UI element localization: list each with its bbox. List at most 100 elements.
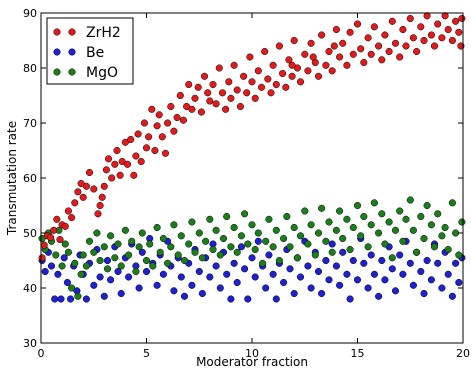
data-point-zrh2-44 [161, 149, 170, 157]
data-point-zrh2-31 [127, 135, 135, 144]
data-point-zrh2-18 [94, 210, 102, 218]
data-point-zrh2-50 [179, 116, 187, 124]
data-point-mgo-35 [156, 248, 164, 256]
data-point-zrh2-45 [164, 119, 172, 127]
axis-ticks-layer: 0 5 10 15 20 30 40 50 60 70 80 90 [23, 7, 470, 360]
data-point-be-109 [417, 267, 425, 276]
data-point-zrh2-60 [209, 80, 217, 89]
data-point-mgo-112 [427, 221, 435, 229]
data-point-be-89 [346, 295, 354, 303]
data-point-zrh2-25 [111, 160, 119, 168]
data-point-zrh2-86 [288, 72, 296, 80]
data-point-mgo-44 [188, 218, 196, 226]
data-point-mgo-49 [206, 215, 214, 223]
data-point-mgo-36 [159, 234, 167, 243]
data-point-zrh2-102 [343, 61, 351, 69]
data-point-zrh2-36 [140, 119, 148, 127]
data-point-mgo-109 [417, 212, 425, 221]
data-point-zrh2-57 [200, 72, 209, 80]
data-point-zrh2-116 [391, 39, 400, 47]
data-point-mgo-37 [164, 259, 172, 267]
data-point-be-93 [360, 259, 368, 267]
data-point-zrh2-37 [142, 144, 151, 152]
data-point-mgo-113 [430, 243, 439, 251]
data-point-mgo-118 [448, 199, 456, 207]
legend-label-mgo: MgO [86, 65, 118, 81]
data-point-mgo-19 [100, 243, 108, 251]
data-point-be-66 [265, 251, 273, 259]
data-point-mgo-98 [378, 210, 386, 218]
data-point-zrh2-32 [130, 171, 138, 179]
data-point-be-102 [391, 287, 400, 295]
data-point-zrh2-69 [236, 102, 244, 111]
data-point-be-7 [60, 254, 68, 262]
data-point-mgo-34 [153, 223, 161, 232]
data-point-zrh2-70 [240, 72, 248, 80]
data-point-zrh2-63 [218, 89, 227, 97]
data-point-mgo-29 [135, 243, 143, 251]
data-point-mgo-23 [114, 240, 122, 248]
data-point-be-41 [177, 273, 185, 281]
data-point-zrh2-38 [145, 133, 153, 141]
data-point-be-1 [41, 267, 49, 276]
data-point-zrh2-114 [385, 47, 393, 56]
data-point-mgo-47 [198, 254, 206, 262]
data-point-zrh2-84 [282, 83, 290, 91]
data-point-zrh2-66 [227, 94, 235, 102]
data-point-mgo-52 [216, 251, 224, 259]
data-point-zrh2-99 [332, 25, 340, 34]
data-point-mgo-75 [296, 232, 305, 240]
data-point-mgo-38 [167, 243, 175, 251]
data-point-zrh2-5 [53, 215, 61, 223]
data-point-mgo-11 [74, 292, 82, 300]
data-point-zrh2-26 [113, 146, 121, 155]
data-point-mgo-102 [391, 226, 400, 234]
data-point-zrh2-24 [108, 174, 116, 182]
data-point-zrh2-138 [309, 53, 317, 61]
data-point-zrh2-121 [409, 34, 417, 42]
data-point-zrh2-68 [233, 86, 241, 94]
data-point-mgo-4 [52, 251, 60, 259]
data-point-mgo-119 [452, 229, 460, 237]
data-point-zrh2-119 [402, 42, 410, 50]
data-point-mgo-9 [68, 284, 76, 292]
data-point-zrh2-100 [336, 53, 344, 61]
data-point-zrh2-107 [360, 58, 368, 67]
legend-label-be: Be [86, 45, 104, 61]
data-point-zrh2-106 [357, 45, 365, 53]
x-tick-label: 10 [245, 347, 259, 360]
data-point-mgo-55 [227, 243, 235, 251]
data-point-mgo-32 [146, 240, 154, 248]
data-point-mgo-40 [174, 251, 182, 259]
data-point-mgo-16 [90, 248, 98, 256]
data-point-zrh2-47 [170, 127, 178, 135]
data-point-mgo-39 [170, 221, 178, 229]
data-point-mgo-88 [343, 215, 351, 223]
y-tick-label: 60 [23, 172, 37, 185]
data-point-zrh2-52 [185, 80, 193, 89]
data-point-mgo-85 [332, 226, 340, 234]
data-point-zrh2-81 [272, 80, 280, 89]
data-point-mgo-27 [128, 237, 136, 245]
data-point-be-61 [248, 254, 256, 262]
data-point-zrh2-15 [82, 182, 90, 190]
data-point-be-83 [325, 276, 333, 284]
data-point-be-95 [367, 251, 375, 259]
data-point-zrh2-73 [248, 78, 256, 86]
data-point-zrh2-123 [417, 23, 425, 31]
data-point-mgo-26 [125, 251, 133, 259]
data-point-mgo-114 [434, 210, 442, 218]
data-point-zrh2-98 [328, 67, 336, 75]
data-point-be-88 [343, 270, 351, 278]
data-point-zrh2-48 [173, 113, 181, 122]
data-point-mgo-108 [413, 248, 421, 256]
data-point-zrh2-6 [56, 236, 64, 244]
data-point-be-65 [262, 284, 270, 292]
data-point-zrh2-35 [137, 157, 145, 166]
data-point-mgo-70 [280, 234, 288, 243]
data-point-zrh2-23 [104, 155, 113, 163]
y-tick-label: 80 [23, 62, 37, 75]
data-point-zrh2-41 [153, 122, 161, 130]
data-point-be-26 [125, 273, 133, 281]
data-point-mgo-18 [96, 256, 104, 265]
